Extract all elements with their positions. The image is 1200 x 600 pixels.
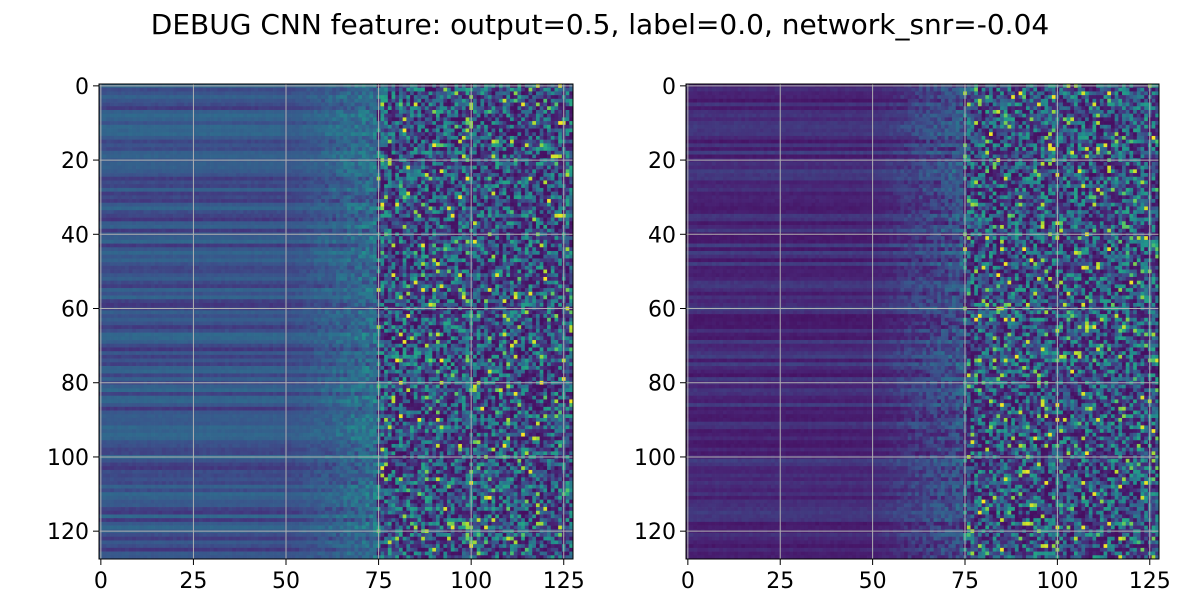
x-tick-label: 50 [272, 569, 300, 594]
heatmap-cells-left [99, 84, 573, 559]
x-tick-label: 75 [951, 569, 979, 594]
heatmap-panel-left: 0 25 50 75 100 125 0 20 40 60 80 100 120 [47, 75, 585, 594]
heatmap-panel-right: 0 25 50 75 100 125 0 20 40 60 80 100 120 [634, 75, 1171, 594]
y-tick-label: 100 [47, 446, 89, 471]
x-tick-label: 0 [681, 569, 695, 594]
y-tick-label: 120 [47, 520, 89, 545]
y-tick-label: 60 [61, 298, 89, 323]
x-tick-label: 75 [365, 569, 393, 594]
y-tick-label: 40 [648, 223, 676, 248]
x-tick-label: 125 [1129, 569, 1171, 594]
x-tick-label: 25 [179, 569, 207, 594]
y-tick-label: 80 [61, 372, 89, 397]
y-tick-label: 20 [648, 149, 676, 174]
figure-title: DEBUG CNN feature: output=0.5, label=0.0… [151, 8, 1049, 41]
y-tick-label: 40 [61, 223, 89, 248]
y-tick-label: 20 [61, 149, 89, 174]
y-tick-label: 120 [634, 520, 676, 545]
y-tick-label: 0 [662, 75, 676, 100]
x-tick-label: 0 [94, 569, 108, 594]
x-tick-label: 50 [859, 569, 887, 594]
heatmap-cells-right [686, 84, 1159, 559]
y-ticks-right: 0 20 40 60 80 100 120 [634, 75, 686, 545]
x-ticks-left: 0 25 50 75 100 125 [94, 559, 585, 594]
y-ticks-left: 0 20 40 60 80 100 120 [47, 75, 99, 545]
x-tick-label: 100 [450, 569, 492, 594]
y-tick-label: 100 [634, 446, 676, 471]
x-tick-label: 25 [766, 569, 794, 594]
x-tick-label: 100 [1036, 569, 1078, 594]
x-tick-label: 125 [543, 569, 585, 594]
y-tick-label: 0 [75, 75, 89, 100]
y-tick-label: 80 [648, 372, 676, 397]
y-tick-label: 60 [648, 298, 676, 323]
x-ticks-right: 0 25 50 75 100 125 [681, 559, 1171, 594]
